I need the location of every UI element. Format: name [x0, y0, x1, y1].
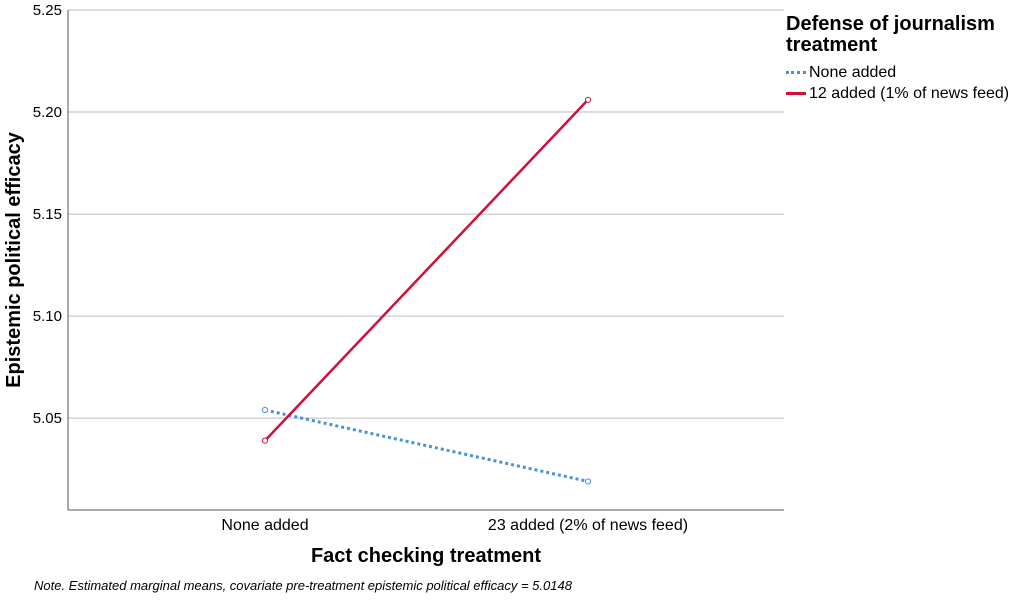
axes	[67, 10, 784, 511]
y-tick-label: 5.15	[33, 206, 62, 223]
series	[261, 96, 592, 485]
data-point	[261, 406, 269, 414]
y-tick-label: 5.10	[33, 308, 62, 325]
y-tick-labels: 5.05 5.10 5.15 5.20 5.25	[33, 2, 62, 427]
legend-swatch-12-added	[786, 92, 806, 95]
x-tick-labels: None added 23 added (2% of news feed)	[221, 517, 688, 534]
series-line	[264, 98, 589, 442]
legend-item-none-added: None added	[786, 62, 1022, 83]
data-point	[584, 96, 592, 103]
series-1	[261, 96, 592, 444]
x-tick-label: 23 added (2% of news feed)	[488, 517, 688, 534]
y-tick-label: 5.05	[33, 410, 62, 427]
series-0	[261, 406, 592, 485]
y-axis-title: Epistemic political efficacy	[3, 131, 25, 388]
x-axis-title: Fact checking treatment	[311, 545, 541, 567]
y-tick-label: 5.25	[33, 2, 62, 19]
legend-item-12-added: 12 added (1% of news feed)	[786, 83, 1022, 104]
legend: Defense of journalism treatment None add…	[786, 14, 1022, 104]
legend-title: Defense of journalism treatment	[786, 13, 995, 56]
legend-label-12-added: 12 added (1% of news feed)	[809, 84, 1010, 102]
legend-label-none-added: None added	[809, 63, 897, 81]
chart-note: Note. Estimated marginal means, covariat…	[34, 578, 572, 593]
gridlines	[68, 9, 784, 419]
x-tick-label: None added	[221, 517, 308, 534]
legend-swatch-none-added	[786, 71, 806, 74]
data-point	[261, 437, 269, 444]
y-tick-label: 5.20	[33, 104, 62, 121]
data-point	[584, 478, 592, 485]
series-line	[264, 408, 589, 483]
